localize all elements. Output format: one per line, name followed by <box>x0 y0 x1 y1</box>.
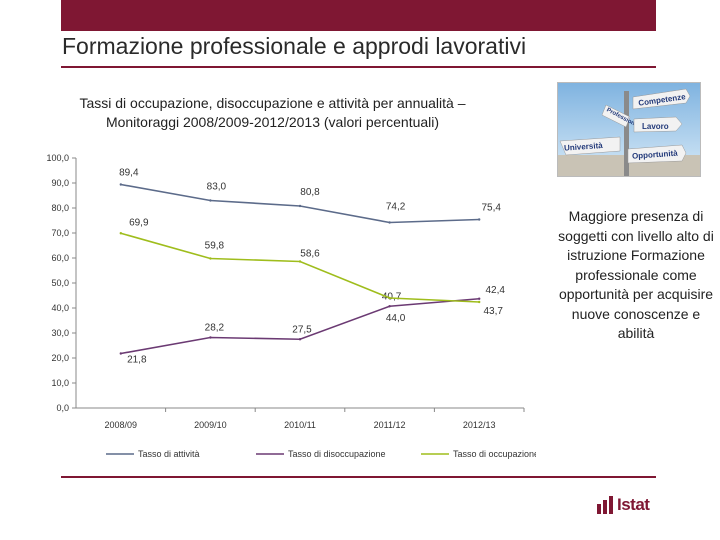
data-label: 58,6 <box>300 249 320 260</box>
y-tick-label: 10,0 <box>51 378 69 388</box>
data-label: 74,2 <box>386 202 406 213</box>
data-label: 75,4 <box>481 203 501 214</box>
y-tick-label: 80,0 <box>51 203 69 213</box>
y-tick-label: 60,0 <box>51 253 69 263</box>
data-label: 80,8 <box>300 187 320 198</box>
data-point <box>478 297 481 300</box>
data-point <box>209 199 212 202</box>
data-label: 42,4 <box>485 285 505 296</box>
slide-title: Formazione professionale e approdi lavor… <box>62 33 527 59</box>
signpost-photo: Competenze Professione Lavoro Università… <box>557 82 701 177</box>
data-point <box>478 218 481 221</box>
sign-text-3: Università <box>564 141 604 153</box>
title-divider <box>61 66 656 68</box>
data-point <box>119 232 123 235</box>
y-tick-label: 100,0 <box>46 153 69 163</box>
sign-text-2: Lavoro <box>642 122 669 131</box>
data-label: 69,9 <box>129 217 149 228</box>
data-point <box>119 352 123 355</box>
x-tick-label: 2011/12 <box>374 420 406 430</box>
chart-subtitle: Tassi di occupazione, disoccupazione e a… <box>79 95 466 130</box>
data-point <box>478 300 481 304</box>
y-tick-label: 90,0 <box>51 178 69 188</box>
data-label: 89,4 <box>119 168 139 179</box>
x-tick-label: 2009/10 <box>194 420 227 430</box>
side-note: Maggiore presenza di soggetti con livell… <box>558 208 714 341</box>
data-point <box>209 257 212 260</box>
data-label: 27,5 <box>292 324 312 335</box>
data-label: 28,2 <box>205 323 225 334</box>
data-label: 83,0 <box>207 182 227 193</box>
data-point <box>388 296 391 300</box>
data-label: 21,8 <box>127 355 147 366</box>
data-point <box>388 221 391 224</box>
line-chart: 0,0 10,0 20,0 30,0 40,0 50,0 60,0 70,0 80,0 90,0 1… <box>46 153 536 459</box>
istat-logo: Istat <box>597 494 659 518</box>
x-tick-label: 2012/13 <box>463 420 496 430</box>
logo-text: Istat <box>617 495 650 514</box>
x-tick-label: 2008/09 <box>105 420 138 430</box>
data-label: 40,7 <box>382 291 402 302</box>
sign-text-4: Opportunità <box>632 149 679 161</box>
series-line-2 <box>120 232 480 303</box>
legend-label: Tasso di occupazione <box>453 449 536 459</box>
data-point <box>209 336 212 339</box>
data-label: 43,7 <box>483 306 503 317</box>
top-banner <box>61 0 656 31</box>
legend-label: Tasso di attività <box>138 449 200 459</box>
y-tick-label: 0,0 <box>56 403 69 413</box>
data-point <box>388 305 391 308</box>
y-tick-label: 20,0 <box>51 353 69 363</box>
x-tick-label: 2010/11 <box>284 420 316 430</box>
data-label: 59,8 <box>205 241 225 252</box>
y-tick-label: 40,0 <box>51 303 69 313</box>
legend-label: Tasso di disoccupazione <box>288 449 386 459</box>
data-point <box>119 183 123 186</box>
y-tick-label: 70,0 <box>51 228 69 238</box>
y-tick-label: 30,0 <box>51 328 69 338</box>
data-point <box>298 338 302 341</box>
data-point <box>298 260 302 263</box>
footer-divider <box>61 476 656 478</box>
data-label: 44,0 <box>386 313 406 324</box>
data-point <box>298 204 302 208</box>
y-tick-label: 50,0 <box>51 278 69 288</box>
istat-mark-icon <box>597 496 613 514</box>
